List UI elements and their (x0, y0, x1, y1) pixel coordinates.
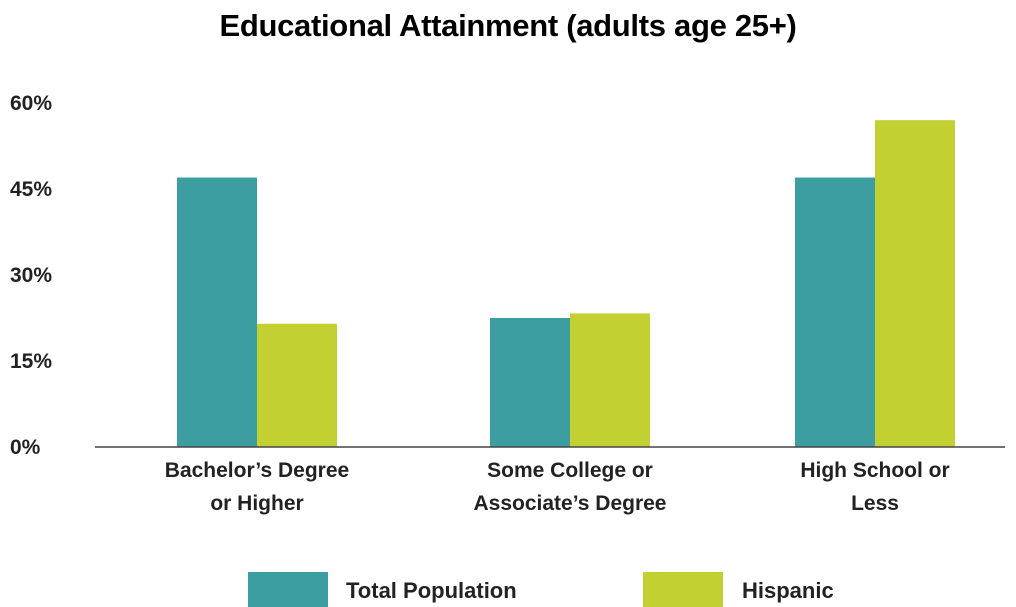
x-category-label: Some College or (487, 459, 653, 482)
legend-label: Hispanic (742, 578, 834, 603)
bar-hispanic-2 (570, 313, 650, 447)
y-tick-label: 15% (10, 350, 52, 373)
bar-hispanic-3 (875, 120, 955, 447)
x-category-label: Associate’s Degree (474, 492, 667, 515)
chart-title: Educational Attainment (adults age 25+) (219, 8, 797, 43)
x-category-label: Less (851, 492, 899, 515)
bar-total-population-2 (490, 318, 570, 447)
legend-swatch (248, 572, 328, 607)
y-tick-label: 45% (10, 178, 52, 201)
y-tick-label: 60% (10, 92, 52, 115)
y-tick-label: 30% (10, 264, 52, 287)
x-category-label: High School or (800, 459, 949, 482)
bar-total-population-1 (177, 177, 257, 448)
legend: Total Population Hispanic (248, 572, 834, 607)
y-tick-label: 0% (10, 436, 41, 459)
bars (177, 120, 955, 448)
legend-label: Total Population (346, 578, 517, 603)
bar-total-population-3 (795, 177, 875, 448)
bar-hispanic-1 (257, 323, 337, 447)
y-axis-ticks: 0% 15% 30% 45% 60% (10, 92, 52, 459)
legend-swatch (643, 572, 723, 607)
x-category-label: Bachelor’s Degree (165, 459, 349, 482)
x-category-label: or Higher (210, 492, 303, 515)
category-labels: Bachelor’s Degree or Higher Some College o… (165, 459, 950, 515)
